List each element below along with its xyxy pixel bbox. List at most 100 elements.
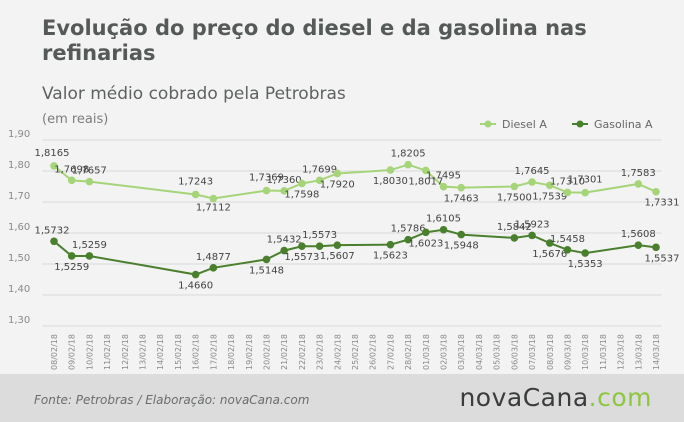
- x-tick-label: 07/03/18: [528, 334, 537, 370]
- y-tick-label: 1,60: [8, 222, 30, 233]
- data-point: [333, 169, 342, 178]
- data-label: 1,7301: [568, 175, 603, 186]
- data-label: 1,8165: [35, 148, 70, 159]
- source-credit: Fonte: Petrobras / Elaboração: novaCana.…: [34, 393, 310, 407]
- data-point: [581, 249, 589, 257]
- chart-title: Evolução do preço do diesel e da gasolin…: [42, 16, 587, 65]
- data-point: [422, 166, 430, 175]
- data-point: [457, 230, 466, 239]
- x-tick-label: 22/02/18: [298, 334, 307, 370]
- legend-label: Gasolina A: [594, 118, 653, 131]
- data-label: 1,7243: [178, 176, 213, 187]
- data-label: 1,7598: [284, 189, 319, 200]
- data-label: 1,7495: [426, 171, 461, 182]
- data-point: [280, 246, 288, 255]
- data-label: 1,7698: [54, 164, 89, 175]
- x-tick-label: 09/02/18: [68, 334, 77, 370]
- data-point: [333, 241, 342, 249]
- data-point: [652, 243, 660, 252]
- data-label: 1,5732: [35, 225, 70, 236]
- logo-suffix: .com: [588, 383, 652, 412]
- data-label: 1,5608: [621, 229, 656, 240]
- x-tick-label: 18/02/18: [227, 334, 236, 370]
- x-tick-label: 19/02/18: [245, 334, 254, 370]
- x-tick-label: 13/03/18: [634, 334, 643, 370]
- unit-label: (em reais): [42, 112, 109, 127]
- data-point: [422, 228, 430, 237]
- data-point: [191, 190, 200, 199]
- data-point: [457, 183, 466, 192]
- data-label: 1,5537: [645, 253, 680, 264]
- x-tick-label: 14/02/18: [156, 334, 165, 370]
- data-point: [563, 246, 572, 254]
- x-tick-label: 10/02/18: [85, 334, 94, 370]
- data-label: 1,7112: [196, 203, 231, 214]
- data-label: 1,5259: [72, 240, 107, 251]
- data-point: [404, 235, 412, 244]
- x-tick-label: 08/02/18: [50, 334, 59, 370]
- chart-subtitle: Valor médio cobrado pela Petrobras: [42, 84, 346, 104]
- y-tick-label: 1,70: [8, 191, 30, 202]
- logo-text: novaCana: [459, 383, 589, 412]
- y-tick-label: 1,90: [8, 129, 30, 140]
- x-tick-label: 03/03/18: [457, 334, 466, 370]
- data-point: [510, 182, 519, 191]
- data-label: 1,5573: [302, 230, 337, 241]
- brand-logo: novaCana.com: [459, 383, 652, 412]
- data-point: [528, 231, 536, 240]
- data-label: 1,7699: [302, 164, 337, 175]
- x-tick-label: 05/03/18: [493, 334, 502, 370]
- data-label: 1,7310: [550, 176, 585, 187]
- data-point: [563, 188, 572, 197]
- data-point: [67, 176, 76, 185]
- footer-bar: Fonte: Petrobras / Elaboração: novaCana.…: [0, 374, 684, 422]
- x-tick-label: 26/02/18: [369, 334, 378, 370]
- x-tick-label: 11/03/18: [599, 334, 608, 370]
- data-label: 1,5353: [568, 259, 603, 270]
- data-point: [545, 239, 554, 247]
- line-chart: 1,30 1,40 1,50 1,60 1,70 1,80 1,90 08/02/18 09/0…: [8, 118, 680, 370]
- data-label: 1,6023: [408, 238, 443, 249]
- data-point: [262, 186, 271, 195]
- data-label: 1,5623: [373, 251, 408, 262]
- data-label: 1,8017: [408, 176, 443, 187]
- x-tick-label: 15/02/18: [174, 334, 183, 370]
- data-label: 1,7331: [645, 198, 680, 209]
- data-point: [67, 252, 76, 260]
- legend-swatch-marker: [576, 120, 584, 128]
- y-tick-label: 1,80: [8, 160, 30, 171]
- data-label: 1,7500: [497, 193, 532, 204]
- x-tick-label: 25/02/18: [351, 334, 360, 370]
- x-tick-label: 01/03/18: [422, 334, 431, 370]
- data-point: [634, 241, 643, 249]
- data-label: 1,8030: [373, 176, 408, 187]
- data-point: [191, 270, 200, 279]
- data-label: 1,7920: [320, 179, 355, 190]
- x-tick-label: 14/03/18: [652, 334, 661, 370]
- data-label: 1,7369: [249, 173, 284, 184]
- x-tick-label: 21/02/18: [280, 334, 289, 370]
- data-label: 1,5148: [249, 265, 284, 276]
- x-tick-label: 02/03/18: [440, 334, 449, 370]
- data-point: [209, 194, 218, 203]
- x-tick-label: 09/03/18: [563, 334, 572, 370]
- data-label: 1,5432: [267, 235, 302, 246]
- data-label: 1,5842: [497, 222, 532, 233]
- data-point: [545, 181, 554, 190]
- data-label: 1,8205: [391, 149, 426, 160]
- x-tick-label: 04/03/18: [475, 334, 484, 370]
- data-point: [315, 176, 324, 185]
- data-point: [404, 160, 412, 169]
- data-label: 1,5676: [532, 249, 567, 260]
- data-label: 1,4660: [178, 281, 213, 292]
- y-tick-label: 1,40: [8, 284, 30, 295]
- data-label: 1,7645: [515, 166, 550, 177]
- data-point: [386, 166, 395, 174]
- y-tick-label: 1,50: [8, 253, 30, 264]
- x-tick-label: 28/02/18: [404, 334, 413, 370]
- data-label: 1,5573: [284, 252, 319, 263]
- data-point: [209, 264, 218, 272]
- x-tick-label: 17/02/18: [209, 334, 218, 370]
- x-tick-label: 12/02/18: [121, 334, 130, 370]
